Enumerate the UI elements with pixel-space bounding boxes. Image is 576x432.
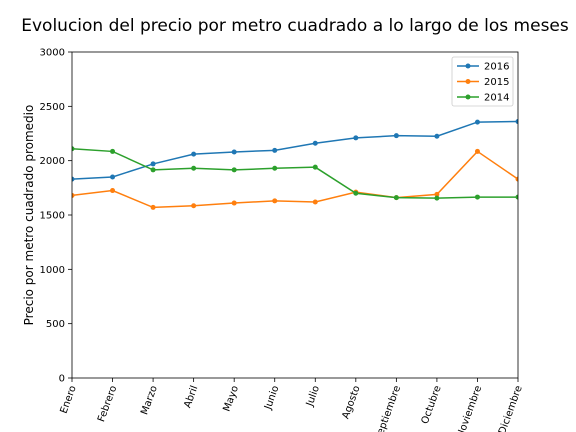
data-point	[191, 165, 197, 171]
data-point	[72, 192, 75, 198]
series-2016	[72, 119, 518, 182]
legend-item: 2016	[457, 62, 509, 73]
data-point	[150, 167, 156, 173]
data-point	[231, 149, 237, 155]
data-point	[191, 203, 197, 209]
series-2015	[72, 148, 518, 210]
legend-swatch-marker	[465, 79, 471, 84]
data-point	[393, 133, 399, 139]
data-point	[515, 119, 518, 125]
x-tick-label: Mayo	[221, 384, 241, 413]
y-tick-label: 2500	[40, 102, 65, 113]
data-point	[231, 200, 237, 206]
legend: 2016 2015 2014	[451, 56, 514, 107]
data-point	[272, 198, 278, 204]
series-line	[72, 150, 518, 209]
x-tick-label: Octubre	[420, 384, 444, 425]
data-point	[312, 164, 318, 170]
y-axis-ticks: 0 500 1000 1500 2000 2500 3000	[40, 48, 72, 385]
x-tick-label: Marzo	[139, 384, 160, 416]
data-point	[393, 195, 399, 201]
x-tick-label: Julio	[304, 384, 322, 408]
series-line	[72, 120, 518, 180]
x-tick-label: Septiembre	[373, 384, 403, 432]
data-point	[272, 165, 278, 171]
x-tick-label: Febrero	[96, 384, 119, 423]
data-point	[353, 190, 359, 196]
data-point	[110, 188, 116, 194]
data-point	[72, 146, 75, 152]
y-tick-label: 1500	[40, 211, 65, 222]
chart-title: Evolucion del precio por metro cuadrado …	[21, 16, 569, 36]
legend-item: 2014	[457, 93, 509, 104]
legend-label: 2014	[484, 93, 509, 104]
data-point	[312, 199, 318, 205]
data-point	[434, 191, 440, 197]
series-line	[72, 147, 518, 199]
data-point	[191, 151, 197, 157]
y-tick-label: 500	[46, 319, 65, 330]
x-tick-label: Agosto	[340, 384, 362, 420]
data-point	[353, 135, 359, 141]
legend-box	[451, 56, 514, 107]
plot-area	[72, 119, 518, 210]
data-point	[312, 140, 318, 146]
data-point	[434, 195, 440, 201]
series-2014	[72, 146, 518, 201]
data-point	[515, 176, 518, 182]
legend-label: 2015	[484, 77, 509, 88]
data-point	[72, 176, 75, 182]
y-tick-label: 1000	[40, 265, 65, 276]
y-tick-label: 0	[59, 374, 65, 385]
data-point	[474, 148, 480, 154]
data-point	[474, 119, 480, 125]
data-point	[150, 204, 156, 210]
data-point	[110, 148, 116, 154]
data-point	[434, 133, 440, 139]
data-point	[515, 194, 518, 200]
y-tick-label: 3000	[40, 48, 65, 59]
data-point	[150, 161, 156, 167]
legend-swatch-marker	[465, 94, 471, 100]
y-tick-label: 2000	[40, 156, 65, 167]
legend-swatch-marker	[465, 63, 471, 69]
data-point	[231, 167, 237, 173]
legend-item: 2015	[457, 77, 509, 88]
data-point	[110, 174, 116, 180]
data-point	[474, 194, 480, 200]
x-tick-label: Enero	[59, 384, 79, 415]
x-tick-label: Junio	[262, 384, 281, 412]
y-axis-label: Precio por metro cuadrado promedio	[22, 105, 36, 326]
x-axis-ticks: Enero Febrero Marzo Abril Mayo Junio Julio Agos…	[59, 378, 525, 432]
plot-frame	[71, 51, 519, 379]
data-point	[272, 147, 278, 153]
x-tick-label: Diciembre	[497, 384, 525, 432]
x-tick-label: Noviembre	[455, 384, 484, 432]
x-tick-label: Abril	[182, 384, 200, 409]
legend-label: 2016	[484, 62, 509, 73]
